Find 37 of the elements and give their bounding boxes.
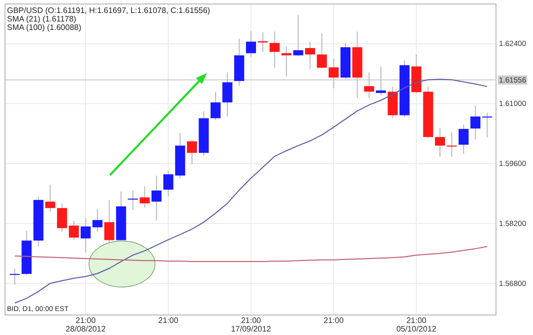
candlestick — [140, 186, 150, 208]
candlestick — [376, 66, 386, 96]
annotation: SMA (100) (1.60088) — [7, 23, 82, 32]
x-tick-label: 21:00 — [158, 316, 179, 325]
candlestick — [210, 91, 221, 120]
candlestick — [434, 128, 445, 158]
x-tick-label: 21:00 — [324, 316, 344, 325]
candlestick — [328, 58, 339, 89]
candlestick — [305, 41, 316, 70]
candlestick — [80, 217, 91, 254]
candlestick — [270, 30, 280, 68]
candlestick — [281, 46, 292, 78]
annotation: SMA (21) (1.61178) — [7, 14, 77, 24]
candlestick — [45, 184, 56, 212]
candlestick — [364, 72, 374, 99]
x-tick-label: 21:00 28/08/2012 — [66, 316, 106, 334]
candlestick — [151, 175, 162, 221]
candlestick — [222, 72, 232, 118]
candlestick — [186, 140, 197, 165]
candlestick — [388, 86, 398, 119]
candlestick — [10, 268, 20, 286]
candlestick — [446, 132, 457, 158]
candlestick — [246, 30, 256, 58]
x-tick-label: 21:00 05/10/2012 — [396, 316, 437, 334]
candlestick — [128, 190, 138, 211]
candlestick — [57, 203, 68, 233]
annotation: GBP/USD (O:1.61191, H:1.61697, L:1.61078, C:1.61556) — [7, 6, 210, 15]
line-series — [14, 246, 488, 262]
line-series — [14, 78, 488, 304]
candlestick — [258, 32, 268, 52]
x-tick-label: 21:00 17/09/2012 — [230, 316, 272, 334]
candlestick — [92, 208, 102, 232]
candlestick — [458, 124, 469, 154]
candlestick — [293, 14, 304, 57]
candlestick — [316, 32, 327, 70]
candlestick — [68, 220, 79, 241]
candlestick — [104, 199, 114, 244]
